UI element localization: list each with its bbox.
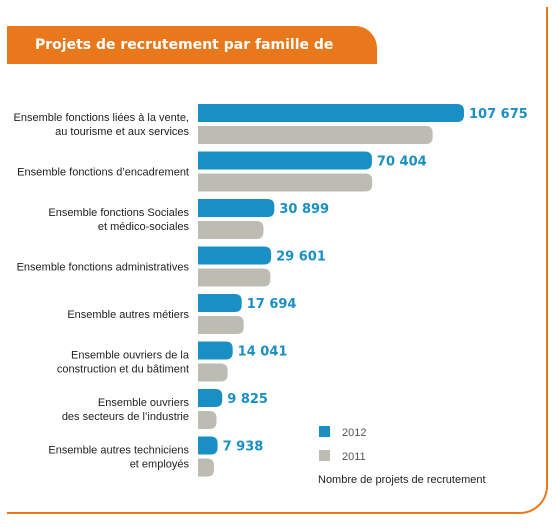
bar-2012 — [198, 294, 242, 312]
data-label-2012: 17 694 — [247, 297, 297, 312]
data-label-2012: 9 825 — [227, 392, 268, 407]
category-label: Ensemble autres métiers — [67, 309, 189, 321]
data-label-2012: 70 404 — [377, 155, 427, 170]
category-label: Ensemble ouvriers de la — [71, 350, 190, 362]
bar-2012 — [198, 104, 464, 122]
bar-2011 — [198, 126, 433, 144]
bar-2011 — [198, 173, 373, 192]
category-label: et employés — [130, 459, 190, 471]
legend-label-2012: 2012 — [342, 427, 366, 439]
legend-swatch-2011 — [319, 450, 330, 461]
data-label-2012: 14 041 — [238, 345, 288, 360]
category-label: Ensemble fonctions d’encadrement — [17, 167, 189, 179]
category-label: au tourisme et aux services — [55, 126, 189, 138]
category-label: Ensemble fonctions administratives — [17, 262, 190, 274]
bar-2011 — [198, 221, 264, 239]
bar-2011 — [198, 458, 215, 477]
category-label: des secteurs de l’industrie — [62, 411, 189, 423]
legend-label-2011: 2011 — [342, 451, 366, 463]
chart-frame — [7, 7, 548, 514]
bar-2012 — [198, 389, 223, 407]
bar-2012 — [198, 151, 372, 170]
bar-2012 — [198, 199, 275, 217]
chart-title: Projets de recrutement par famille de mé… — [7, 26, 377, 91]
legend-swatch-2012 — [319, 426, 330, 437]
bar-2012 — [198, 436, 218, 455]
category-label: construction et du bâtiment — [57, 364, 189, 376]
bar-2012 — [198, 246, 272, 265]
bar-2012 — [198, 341, 233, 360]
category-label: Ensemble autres techniciens — [48, 445, 189, 457]
category-label: et médico-sociales — [98, 221, 190, 233]
data-label-2012: 29 601 — [276, 250, 326, 265]
data-label-2012: 7 938 — [223, 440, 264, 455]
bar-2011 — [198, 316, 244, 334]
chart-note: Nombre de projets de recrutement — [318, 474, 486, 486]
bar-2011 — [198, 363, 228, 382]
bar-2011 — [198, 268, 271, 287]
data-label-2012: 107 675 — [469, 107, 528, 122]
category-label: Ensemble ouvriers — [98, 397, 190, 409]
category-label: Ensemble fonctions liées à la vente, — [14, 112, 190, 124]
category-label: Ensemble fonctions Sociales — [48, 207, 189, 219]
data-label-2012: 30 899 — [279, 202, 329, 217]
bar-2011 — [198, 411, 217, 429]
